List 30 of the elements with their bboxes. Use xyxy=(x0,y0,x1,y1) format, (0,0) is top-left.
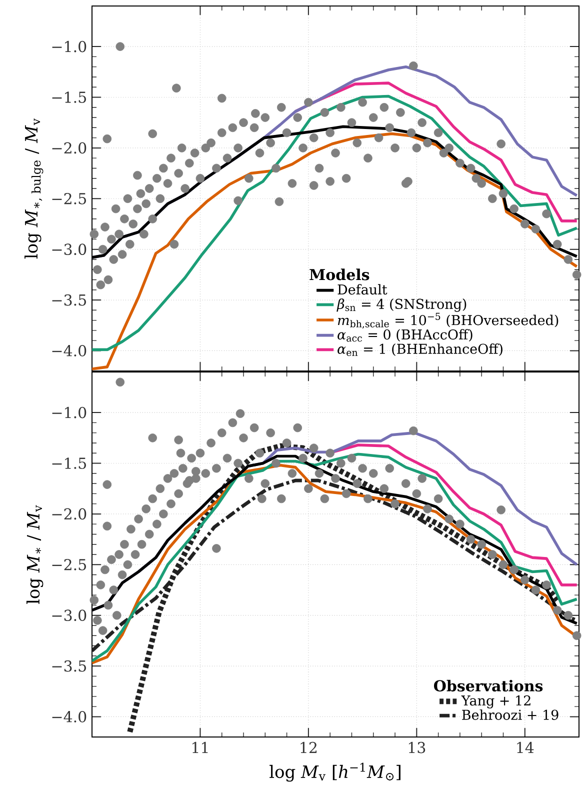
legend-label: Behroozi + 19 xyxy=(462,709,558,720)
y-tick-label: −3.0 xyxy=(52,610,86,622)
legend-label: m$_{bh,scale}$ = 10$^{−5}$ (BHOverseeded) xyxy=(338,312,558,329)
x-tick-label: 11 xyxy=(192,742,208,753)
x-tick-label: 12 xyxy=(300,742,317,753)
y-tick-label: −3.0 xyxy=(52,244,86,256)
y-tick-label: −1.0 xyxy=(52,40,86,52)
legend-label: Yang + 12 xyxy=(461,695,530,708)
legend-label: Default xyxy=(338,284,388,295)
x-tick-label: 13 xyxy=(408,742,426,754)
y-tick-label: −1.0 xyxy=(52,406,86,418)
y-tick-label: −1.5 xyxy=(52,92,86,103)
y-tick-label: −2.0 xyxy=(52,508,86,520)
legend-title: Observations xyxy=(434,680,543,692)
y-axis-title: log M$_{∗, bulge}$ / M$_{v}$ xyxy=(24,118,44,259)
y-tick-label: −2.5 xyxy=(52,558,86,570)
y-tick-label: −2.0 xyxy=(52,142,86,154)
y-axis-title: log M$_{∗}$ / M$_{v}$ xyxy=(26,505,44,604)
y-tick-label: −3.5 xyxy=(52,294,86,306)
legend-label: β$_{sn}$ = 4 (SNStrong) xyxy=(336,298,466,312)
legend-label: α$_{acc}$ = 0 (BHAccOff) xyxy=(338,329,472,342)
legend-title: Models xyxy=(310,268,370,280)
legend-label: α$_{en}$ = 1 (BHEnhanceOff) xyxy=(338,343,502,356)
y-tick-label: −4.0 xyxy=(52,345,86,356)
y-tick-label: −3.5 xyxy=(52,660,86,672)
y-tick-label: −4.0 xyxy=(52,711,86,722)
text: log M$_{v}$ [h$^{−1}$M$_{⊙}$] xyxy=(270,762,400,782)
y-tick-label: −2.5 xyxy=(52,192,86,204)
x-tick-label: 14 xyxy=(517,742,534,753)
y-tick-label: −1.5 xyxy=(52,458,86,469)
